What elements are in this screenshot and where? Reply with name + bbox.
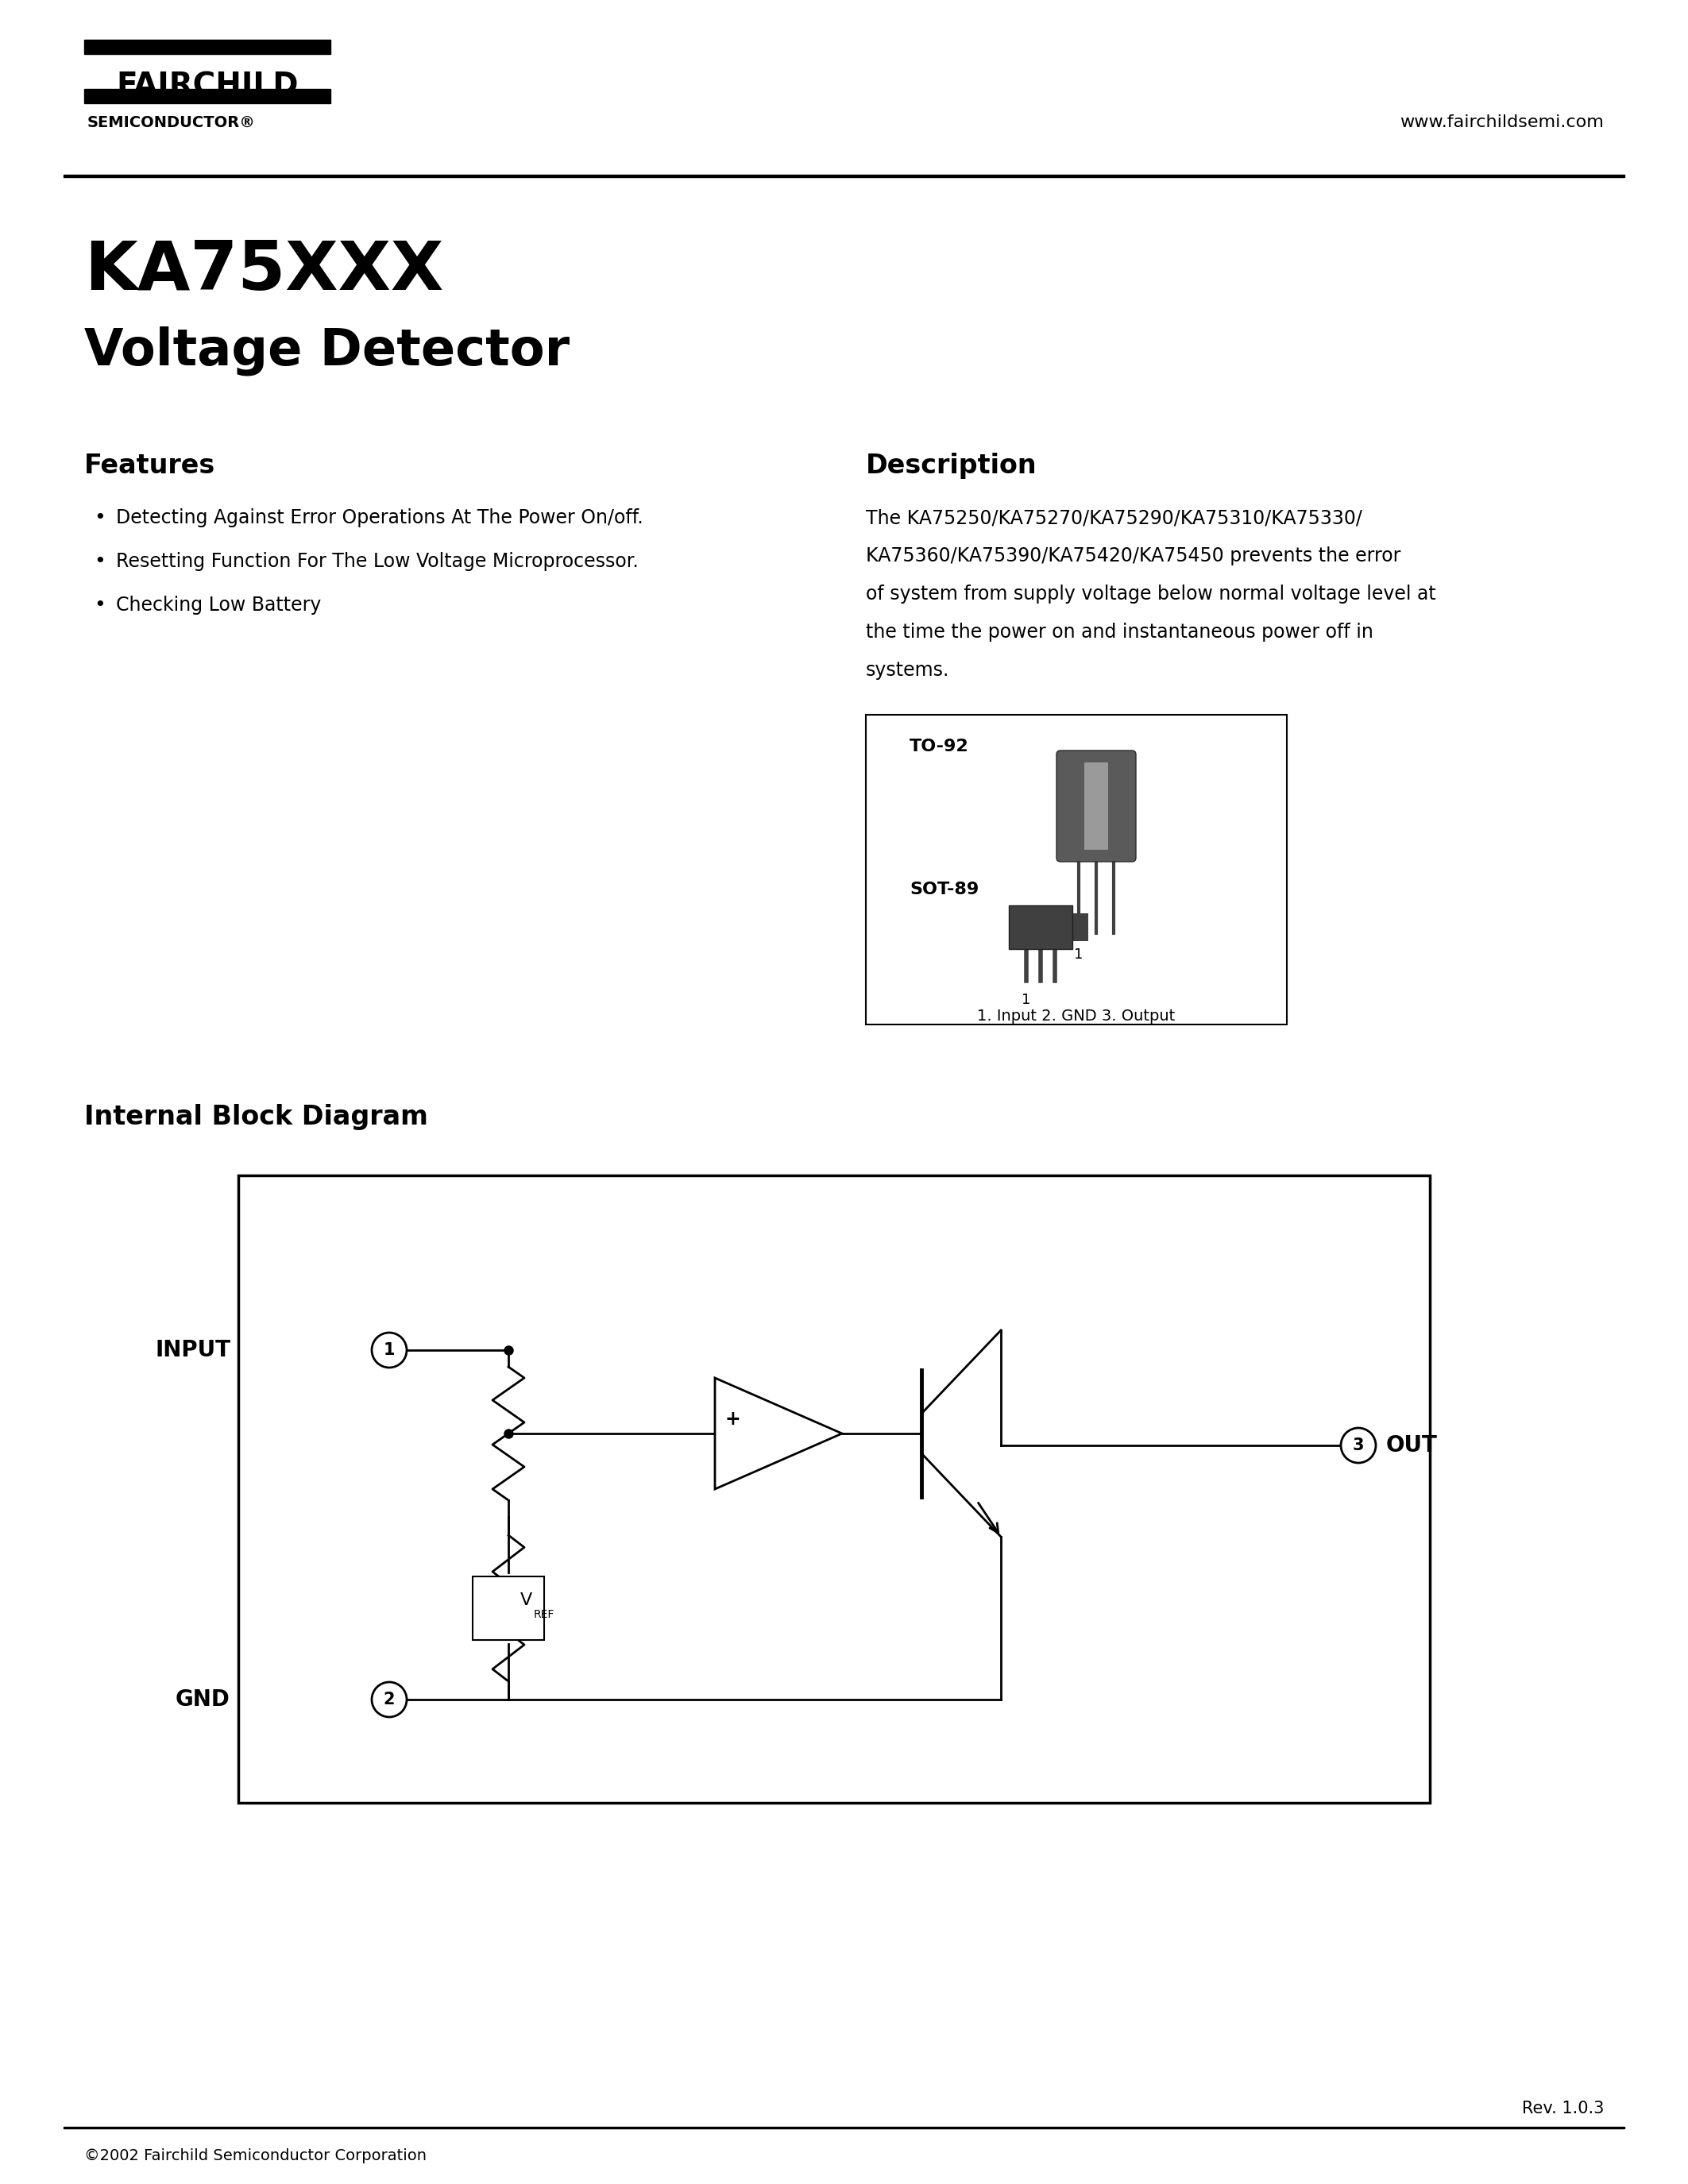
- Bar: [1009, 906, 1072, 950]
- Text: Checking Low Battery: Checking Low Battery: [116, 596, 321, 614]
- Circle shape: [1340, 1428, 1376, 1463]
- Text: 3: 3: [1352, 1437, 1364, 1452]
- Bar: [473, 1577, 544, 1640]
- Text: Description: Description: [866, 452, 1036, 478]
- Text: KA75360/KA75390/KA75420/KA75450 prevents the error: KA75360/KA75390/KA75420/KA75450 prevents…: [866, 546, 1401, 566]
- Text: +: +: [724, 1409, 741, 1428]
- Text: OUT: OUT: [1386, 1435, 1438, 1457]
- Text: FAIRCHILD: FAIRCHILD: [116, 70, 299, 100]
- Text: Features: Features: [84, 452, 216, 478]
- Bar: [238, 1175, 1430, 1802]
- Bar: [84, 90, 331, 103]
- Text: 1: 1: [383, 1343, 395, 1358]
- Bar: [866, 714, 1286, 1024]
- Text: 1. Input 2. GND 3. Output: 1. Input 2. GND 3. Output: [977, 1009, 1175, 1024]
- Text: KA75XXX: KA75XXX: [84, 238, 444, 304]
- Bar: [64, 175, 1624, 177]
- Text: systems.: systems.: [866, 662, 950, 679]
- Bar: [84, 39, 331, 55]
- Polygon shape: [716, 1378, 842, 1489]
- Text: Internal Block Diagram: Internal Block Diagram: [84, 1103, 429, 1129]
- Text: www.fairchildsemi.com: www.fairchildsemi.com: [1399, 114, 1604, 131]
- Text: Voltage Detector: Voltage Detector: [84, 325, 569, 376]
- Text: •: •: [95, 509, 105, 526]
- Text: of system from supply voltage below normal voltage level at: of system from supply voltage below norm…: [866, 585, 1436, 603]
- Text: GND: GND: [176, 1688, 230, 1710]
- Text: 1: 1: [1021, 994, 1031, 1007]
- Text: Detecting Against Error Operations At The Power On/off.: Detecting Against Error Operations At Th…: [116, 509, 643, 526]
- FancyBboxPatch shape: [1057, 751, 1136, 863]
- Text: the time the power on and instantaneous power off in: the time the power on and instantaneous …: [866, 622, 1374, 642]
- Text: 1: 1: [1074, 948, 1084, 961]
- Text: REF: REF: [533, 1610, 555, 1621]
- Text: SOT-89: SOT-89: [910, 882, 979, 898]
- Text: V: V: [520, 1592, 532, 1607]
- Circle shape: [371, 1332, 407, 1367]
- Text: SEMICONDUCTOR®: SEMICONDUCTOR®: [88, 116, 255, 129]
- Text: Rev. 1.0.3: Rev. 1.0.3: [1521, 2101, 1604, 2116]
- Bar: [1072, 913, 1089, 941]
- Bar: [1084, 762, 1107, 850]
- Circle shape: [371, 1682, 407, 1717]
- Text: •: •: [95, 596, 105, 614]
- Text: Resetting Function For The Low Voltage Microprocessor.: Resetting Function For The Low Voltage M…: [116, 553, 638, 570]
- Text: •: •: [95, 553, 105, 570]
- Text: TO-92: TO-92: [910, 738, 969, 753]
- Text: 2: 2: [383, 1693, 395, 1708]
- Text: ©2002 Fairchild Semiconductor Corporation: ©2002 Fairchild Semiconductor Corporatio…: [84, 2149, 427, 2164]
- Text: INPUT: INPUT: [155, 1339, 230, 1361]
- Text: The KA75250/KA75270/KA75290/KA75310/KA75330/: The KA75250/KA75270/KA75290/KA75310/KA75…: [866, 509, 1362, 526]
